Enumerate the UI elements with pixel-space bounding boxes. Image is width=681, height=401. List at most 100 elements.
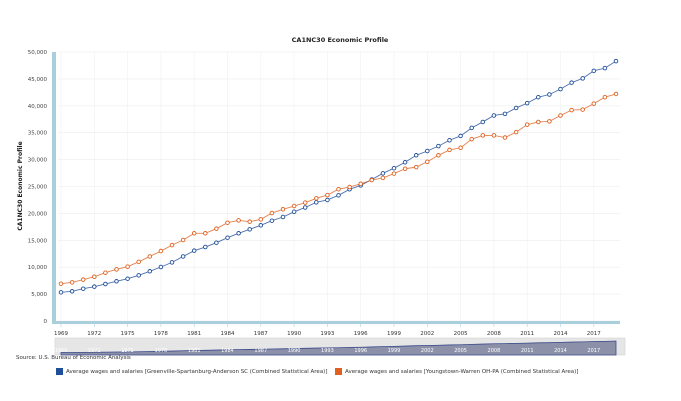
x-tick-label: 1990 [287, 331, 301, 337]
data-point [258, 223, 264, 228]
data-point [591, 68, 597, 74]
data-point [336, 186, 341, 192]
data-point [369, 177, 375, 183]
x-tick-label: 2014 [554, 331, 568, 337]
data-point [425, 148, 430, 154]
navigator-tick-label: 2017 [587, 348, 600, 354]
data-point [524, 100, 530, 106]
data-point [302, 205, 308, 210]
data-point [402, 160, 408, 165]
data-point [314, 200, 319, 205]
data-point [58, 281, 64, 286]
data-point [203, 231, 208, 236]
x-tick-label: 2017 [587, 331, 601, 337]
x-tick-label: 2008 [487, 331, 501, 337]
data-point [314, 196, 319, 201]
x-axis-bar [52, 321, 620, 324]
data-point [602, 94, 608, 100]
y-tick-label: 35,000 [28, 131, 48, 137]
data-point [114, 279, 119, 284]
data-point [502, 111, 508, 117]
data-point [458, 133, 463, 139]
x-tick-label: 1999 [387, 331, 401, 337]
x-tick-label: 2002 [420, 331, 434, 337]
data-point [569, 107, 574, 113]
legend-swatch [335, 368, 342, 375]
navigator-tick-label: 1981 [188, 348, 201, 354]
data-point [536, 94, 541, 100]
data-point [491, 133, 497, 138]
data-point [291, 209, 297, 215]
navigator-tick-label: 2005 [454, 348, 467, 354]
data-point [280, 214, 286, 220]
x-tick-label: 2005 [454, 331, 468, 337]
data-point [380, 171, 386, 176]
data-point [169, 260, 175, 265]
data-point [236, 218, 241, 223]
x-tick-label: 1993 [320, 331, 334, 337]
data-point [447, 137, 452, 143]
data-point [536, 119, 541, 125]
data-point [469, 125, 474, 131]
legend-swatch [56, 368, 63, 375]
navigator-tick-label: 1972 [88, 348, 101, 354]
data-point [469, 136, 474, 142]
data-point [225, 235, 230, 240]
y-tick-label: 40,000 [28, 104, 48, 110]
y-tick-label: 50,000 [28, 50, 48, 56]
data-point [280, 207, 286, 212]
data-point [413, 164, 419, 170]
data-point [302, 200, 308, 205]
data-point [247, 227, 252, 232]
x-tick-label: 1972 [87, 331, 101, 337]
data-point [580, 76, 585, 81]
chart-title: CA1NC30 Economic Profile [292, 36, 389, 44]
data-point [591, 101, 597, 106]
y-axis-label: CA1NC30 Economic Profile [17, 141, 24, 230]
y-tick-label: 5,000 [31, 292, 47, 298]
data-point [480, 133, 486, 138]
data-point [613, 91, 619, 97]
data-point [191, 231, 197, 236]
y-tick-label: 10,000 [28, 265, 48, 271]
legend-label: Average wages and salaries [Youngstown-W… [345, 368, 579, 375]
navigator-tick-label: 1999 [388, 348, 401, 354]
data-point [136, 273, 141, 278]
x-tick-label: 1984 [221, 331, 235, 337]
legend-item-youngstown[interactable]: Average wages and salaries [Youngstown-W… [335, 368, 578, 375]
data-point [447, 147, 452, 153]
y-tick-label: 15,000 [28, 238, 48, 244]
navigator-tick-label: 1984 [221, 348, 234, 354]
data-point [347, 184, 352, 190]
data-point [358, 181, 363, 187]
legend-item-greenville[interactable]: Average wages and salaries [Greenville-S… [56, 368, 327, 375]
legend-label: Average wages and salaries [Greenville-S… [66, 368, 328, 375]
data-point [480, 119, 486, 125]
data-point [69, 280, 75, 285]
data-point [513, 129, 519, 135]
series-line-0 [60, 60, 617, 293]
data-point [247, 219, 252, 224]
data-point [80, 286, 86, 291]
data-point [180, 254, 186, 259]
data-point [80, 277, 86, 282]
navigator-tick-label: 2014 [554, 348, 567, 354]
navigator-tick-label: 2008 [488, 348, 501, 354]
navigator-tick-label: 1993 [321, 348, 334, 354]
navigator-tick-label: 1975 [121, 348, 134, 354]
data-point [402, 166, 408, 171]
data-point [103, 270, 108, 275]
navigator-tick-label: 2011 [521, 348, 534, 354]
data-point [602, 65, 608, 71]
navigator-tick-label: 1990 [288, 348, 301, 354]
y-tick-label: 25,000 [28, 185, 48, 191]
data-point [491, 113, 497, 118]
data-point [325, 197, 330, 203]
data-point [269, 218, 275, 223]
y-tick-label: 0 [44, 319, 48, 325]
data-point [458, 145, 463, 151]
data-point [180, 237, 186, 243]
data-point [147, 254, 153, 259]
data-point [136, 259, 141, 265]
